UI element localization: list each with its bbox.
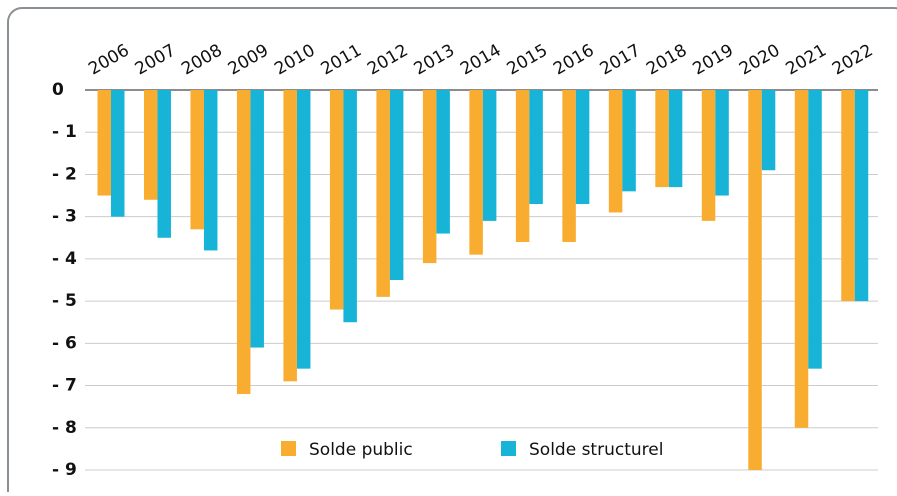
bar <box>110 90 125 217</box>
legend-label: Solde structurel <box>529 440 663 460</box>
x-tick-label: 2012 <box>364 41 411 80</box>
x-tick-label: 2018 <box>643 41 690 80</box>
bar <box>482 90 497 221</box>
legend-label: Solde public <box>309 440 413 460</box>
bar <box>250 90 264 348</box>
frame <box>7 7 897 496</box>
x-tick-label: 2017 <box>597 41 644 80</box>
x-tick-label: 2010 <box>271 41 318 80</box>
bar <box>529 90 543 204</box>
x-tick-label: 2011 <box>318 41 365 80</box>
y-tick-label: - 8 <box>52 418 77 438</box>
y-tick-label: 0 <box>52 80 64 100</box>
bar <box>841 90 855 302</box>
x-tick-label: 2015 <box>504 41 551 80</box>
bar <box>668 90 683 188</box>
bar <box>203 90 218 251</box>
bar <box>157 90 171 238</box>
x-tick-label: 2020 <box>736 41 783 80</box>
bar <box>389 90 404 280</box>
bar <box>190 90 204 230</box>
bar <box>701 90 716 221</box>
x-tick-label: 2008 <box>178 41 225 80</box>
y-tick-label: - 5 <box>52 291 77 311</box>
legend-swatch <box>281 441 296 456</box>
y-tick-label: - 4 <box>52 249 77 269</box>
bar <box>436 90 450 234</box>
bar <box>283 90 297 382</box>
x-tick-label: 2016 <box>550 41 597 80</box>
bar <box>794 90 809 428</box>
bar <box>575 90 590 204</box>
x-tick-label: 2009 <box>225 41 272 80</box>
x-tick-label: 2022 <box>829 41 876 80</box>
bar <box>655 90 669 188</box>
legend-swatch <box>501 441 516 456</box>
bar <box>236 90 251 394</box>
y-tick-label: - 6 <box>52 333 77 353</box>
bar <box>329 90 344 310</box>
y-tick-label: - 1 <box>52 122 77 142</box>
bar <box>748 90 762 470</box>
bar <box>515 90 530 242</box>
y-tick-label: - 2 <box>52 164 77 184</box>
bar <box>376 90 390 297</box>
bar <box>469 90 483 255</box>
x-tick-label: 2019 <box>690 41 737 80</box>
x-tick-label: 2014 <box>457 41 504 80</box>
bar <box>422 90 437 264</box>
bar <box>97 90 111 196</box>
bar <box>761 90 776 171</box>
bar <box>854 90 869 302</box>
x-tick-label: 2021 <box>783 41 830 80</box>
bar <box>143 90 158 200</box>
bar <box>808 90 822 369</box>
x-tick-label: 2006 <box>85 41 132 80</box>
bar <box>343 90 357 323</box>
x-tick-label: 2007 <box>132 41 179 80</box>
y-tick-label: - 3 <box>52 207 77 227</box>
bar <box>608 90 623 213</box>
bar <box>296 90 311 369</box>
bar <box>622 90 636 192</box>
bar <box>715 90 729 196</box>
bar <box>562 90 576 242</box>
y-tick-label: - 9 <box>52 460 77 480</box>
y-tick-label: - 7 <box>52 376 77 396</box>
x-tick-label: 2013 <box>411 41 458 80</box>
